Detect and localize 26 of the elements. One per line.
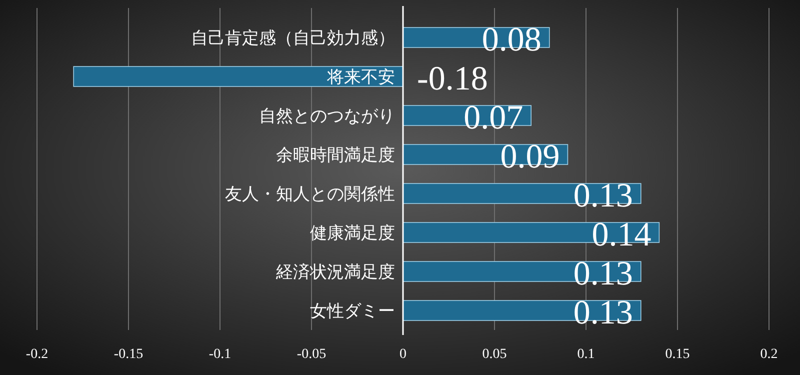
x-tick-label: 0.15 — [665, 347, 690, 362]
data-label: 0.09 — [500, 138, 560, 176]
data-label: 0.08 — [482, 22, 542, 58]
y-tick-label: 友人・知人との関係性 — [225, 184, 395, 204]
y-tick-label: 自己肯定感（自己効力感） — [191, 28, 395, 48]
x-tick-label: 0 — [400, 347, 406, 362]
data-label: 0.14 — [592, 216, 652, 254]
data-label: -0.18 — [417, 60, 488, 98]
x-tick-label: -0.05 — [296, 347, 326, 362]
x-tick-label: -0.2 — [26, 347, 48, 362]
y-tick-label: 将来不安 — [326, 68, 395, 86]
y-tick-label: 女性ダミー — [310, 302, 395, 320]
data-label: 0.13 — [573, 178, 633, 214]
x-tick-label: 0.05 — [482, 347, 507, 362]
y-tick-label: 自然とのつながり — [259, 106, 395, 126]
y-tick-label: 余暇時間満足度 — [276, 146, 395, 164]
y-tick-label: 経済状況満足度 — [275, 262, 395, 282]
x-tick-label: -0.1 — [208, 347, 232, 362]
x-tick-label: 0.2 — [760, 347, 778, 362]
bar — [73, 66, 404, 87]
data-label: 0.13 — [573, 256, 633, 292]
data-label: 0.13 — [573, 294, 633, 332]
y-tick-label: 健康満足度 — [310, 224, 395, 242]
x-tick-label: -0.15 — [114, 347, 144, 362]
data-label: 0.07 — [464, 100, 524, 136]
x-tick-label: 0.1 — [577, 347, 595, 362]
